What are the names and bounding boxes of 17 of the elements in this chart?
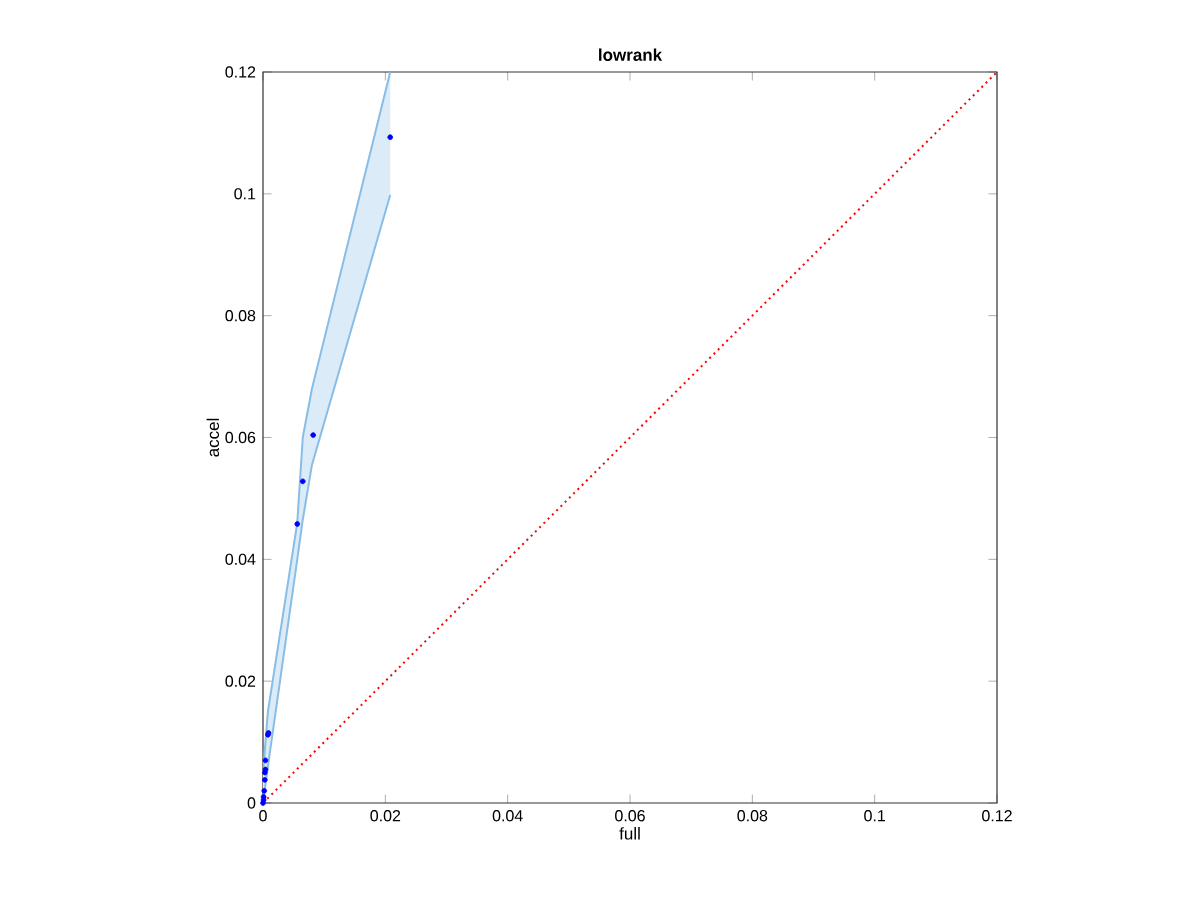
x-tick-label: 0.12 [982, 810, 1012, 822]
y-axis-title: accel [206, 418, 220, 457]
y-tick-label: 0.02 [225, 675, 256, 687]
y-tick-label: 0.1 [234, 188, 256, 200]
x-tick-label: 0.04 [492, 810, 523, 822]
x-tick-label: 0.1 [864, 810, 886, 822]
x-tick-label: 0.02 [370, 810, 401, 822]
y-tick-label: 0.04 [225, 553, 256, 565]
y-tick-label: 0.08 [225, 310, 256, 322]
x-tick-label: 0.08 [737, 810, 768, 822]
x-tick-label: 0 [259, 810, 267, 822]
y-tick-label: 0 [247, 797, 256, 809]
y-tick-label: 0.12 [225, 66, 256, 78]
x-tick-label: 0.06 [615, 810, 645, 822]
chart-title: lowrank [599, 48, 663, 61]
y-tick-label: 0.06 [225, 431, 256, 444]
x-axis-title: full [619, 827, 640, 840]
